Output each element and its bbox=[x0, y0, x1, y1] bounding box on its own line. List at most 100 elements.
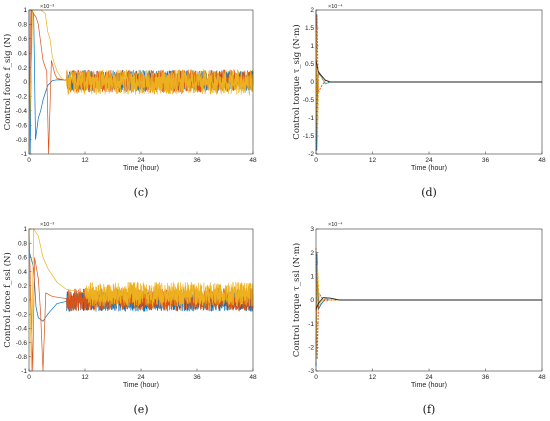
x-tick-label: 12 bbox=[369, 157, 377, 164]
x-axis-label: Time (hour) bbox=[411, 382, 447, 389]
panel-caption: (d) bbox=[421, 186, 437, 199]
panel-caption: (c) bbox=[134, 186, 149, 199]
x-tick-label: 48 bbox=[538, 374, 546, 381]
x-tick-label: 24 bbox=[425, 374, 433, 381]
x-tick-label: 36 bbox=[193, 374, 201, 381]
y-tick-label: 1 bbox=[310, 43, 314, 50]
y-tick-label: 0.4 bbox=[18, 269, 27, 276]
x-tick-label: 0 bbox=[27, 374, 31, 381]
x-axis-label: Time (hour) bbox=[123, 382, 159, 389]
y-tick-label: -0.8 bbox=[16, 137, 28, 144]
x-axis-label: Time (hour) bbox=[411, 165, 447, 172]
y-tick-label: 1 bbox=[23, 226, 27, 233]
x-axis-label: Time (hour) bbox=[123, 165, 159, 172]
y-tick-label: 2 bbox=[310, 250, 314, 257]
series-line-2 bbox=[315, 247, 542, 360]
y-tick-label: 0.6 bbox=[18, 36, 27, 43]
x-tick-label: 48 bbox=[249, 157, 257, 164]
exponent-label: ×10⁻³ bbox=[40, 4, 54, 10]
exponent-label: ×10⁻³ bbox=[40, 222, 54, 228]
series-line-3 bbox=[28, 227, 254, 372]
y-tick-label: 1 bbox=[310, 274, 314, 281]
x-tick-label: 24 bbox=[137, 157, 145, 164]
y-tick-label: 3 bbox=[310, 226, 314, 233]
y-axis-label: Control torque τ_sig (N·m) bbox=[291, 24, 302, 139]
x-tick-label: 12 bbox=[369, 374, 377, 381]
plot-frame bbox=[315, 9, 543, 155]
x-tick-label: 36 bbox=[482, 374, 490, 381]
x-tick-label: 48 bbox=[249, 374, 257, 381]
y-tick-label: -1 bbox=[21, 151, 27, 158]
y-tick-label: 0 bbox=[23, 79, 27, 86]
x-tick-label: 0 bbox=[27, 157, 31, 164]
y-tick-label: 0.4 bbox=[18, 50, 27, 57]
series-line-3 bbox=[315, 28, 542, 139]
y-tick-label: 0.5 bbox=[305, 61, 314, 68]
y-tick-label: -1 bbox=[308, 321, 314, 328]
panel-c: ×10⁻³ 0 12 24 36 48 -1 -0.8 -0.6 -0.4 -0.2 0 0.2 0.4… bbox=[2, 4, 257, 199]
y-tick-label: -0.6 bbox=[16, 340, 28, 347]
y-tick-label: 1 bbox=[23, 7, 27, 14]
y-tick-label: 0.2 bbox=[18, 283, 27, 290]
series-line-3 bbox=[28, 9, 254, 155]
series-layer bbox=[28, 8, 254, 155]
y-tick-label: -0.4 bbox=[16, 326, 28, 333]
y-tick-label: 2 bbox=[310, 7, 314, 14]
series-layer bbox=[28, 227, 254, 372]
plot-frame bbox=[315, 228, 543, 372]
x-tick-label: 0 bbox=[314, 157, 318, 164]
y-tick-label: 1.5 bbox=[305, 25, 314, 32]
y-tick-label: -1 bbox=[308, 115, 314, 122]
y-tick-label: -3 bbox=[308, 368, 314, 375]
y-tick-label: -0.2 bbox=[16, 94, 28, 101]
x-tick-label: 36 bbox=[193, 157, 201, 164]
y-tick-label: 0.2 bbox=[18, 65, 27, 72]
x-tick-label: 12 bbox=[81, 374, 89, 381]
y-tick-label: 0.8 bbox=[18, 22, 27, 29]
y-tick-label: -0.6 bbox=[16, 122, 28, 129]
tick-layer: 0 12 24 36 48 -1 -0.8 -0.6 -0.4 -0.2 0 0.2 0.4 0.6 0.8… bbox=[16, 226, 257, 381]
y-axis-label: Control torque τ_ssl (N·m) bbox=[291, 243, 302, 357]
series-line-4 bbox=[315, 60, 542, 83]
y-tick-label: 0 bbox=[23, 297, 27, 304]
series-layer bbox=[315, 247, 542, 367]
tick-layer: 0 12 24 36 48 -2 -1.5 -1 -0.5 0 0.5 1 1.5 2 bbox=[303, 7, 546, 164]
panel-d: ×10⁻⁴ 0 12 24 36 48 -2 -1.5 -1 -0.5 0 0.5 1 1.5 2 Tim… bbox=[291, 3, 546, 199]
exponent-label: ×10⁻⁴ bbox=[328, 3, 343, 10]
y-tick-label: -2 bbox=[308, 345, 314, 352]
y-tick-label: 0.6 bbox=[18, 255, 27, 262]
y-tick-label: -0.5 bbox=[303, 97, 315, 104]
plot-frame bbox=[28, 228, 254, 372]
x-tick-label: 24 bbox=[425, 157, 433, 164]
y-tick-label: -1.5 bbox=[303, 133, 315, 140]
panel-caption: (f) bbox=[423, 403, 436, 416]
series-line-4 bbox=[315, 297, 542, 310]
y-tick-label: -1 bbox=[21, 368, 27, 375]
y-tick-label: -0.2 bbox=[16, 311, 28, 318]
y-tick-label: -0.4 bbox=[16, 108, 28, 115]
y-tick-label: 0 bbox=[310, 297, 314, 304]
y-tick-label: -2 bbox=[308, 151, 314, 158]
y-axis-label: Control force f_ssl (N) bbox=[2, 252, 13, 348]
y-tick-label: 0 bbox=[310, 79, 314, 86]
series-layer bbox=[315, 10, 542, 154]
plot-frame bbox=[28, 9, 254, 155]
x-tick-label: 12 bbox=[81, 157, 89, 164]
x-tick-label: 0 bbox=[314, 374, 318, 381]
series-line-3 bbox=[315, 264, 542, 362]
series-line-1 bbox=[315, 253, 542, 367]
y-axis-label: Control force f_sig (N) bbox=[2, 34, 13, 131]
y-tick-label: -0.8 bbox=[16, 354, 28, 361]
series-line-2 bbox=[315, 14, 542, 154]
x-tick-label: 36 bbox=[482, 157, 490, 164]
panel-e: ×10⁻³ 0 12 24 36 48 -1 -0.8 -0.6 -0.4 -0.2 0 0.2 0.4… bbox=[2, 222, 257, 416]
exponent-label: ×10⁻⁴ bbox=[328, 221, 343, 228]
series-line-1 bbox=[315, 10, 542, 151]
x-tick-label: 24 bbox=[137, 374, 145, 381]
x-tick-label: 48 bbox=[538, 157, 546, 164]
y-tick-label: 0.8 bbox=[18, 240, 27, 247]
panel-caption: (e) bbox=[133, 403, 148, 416]
